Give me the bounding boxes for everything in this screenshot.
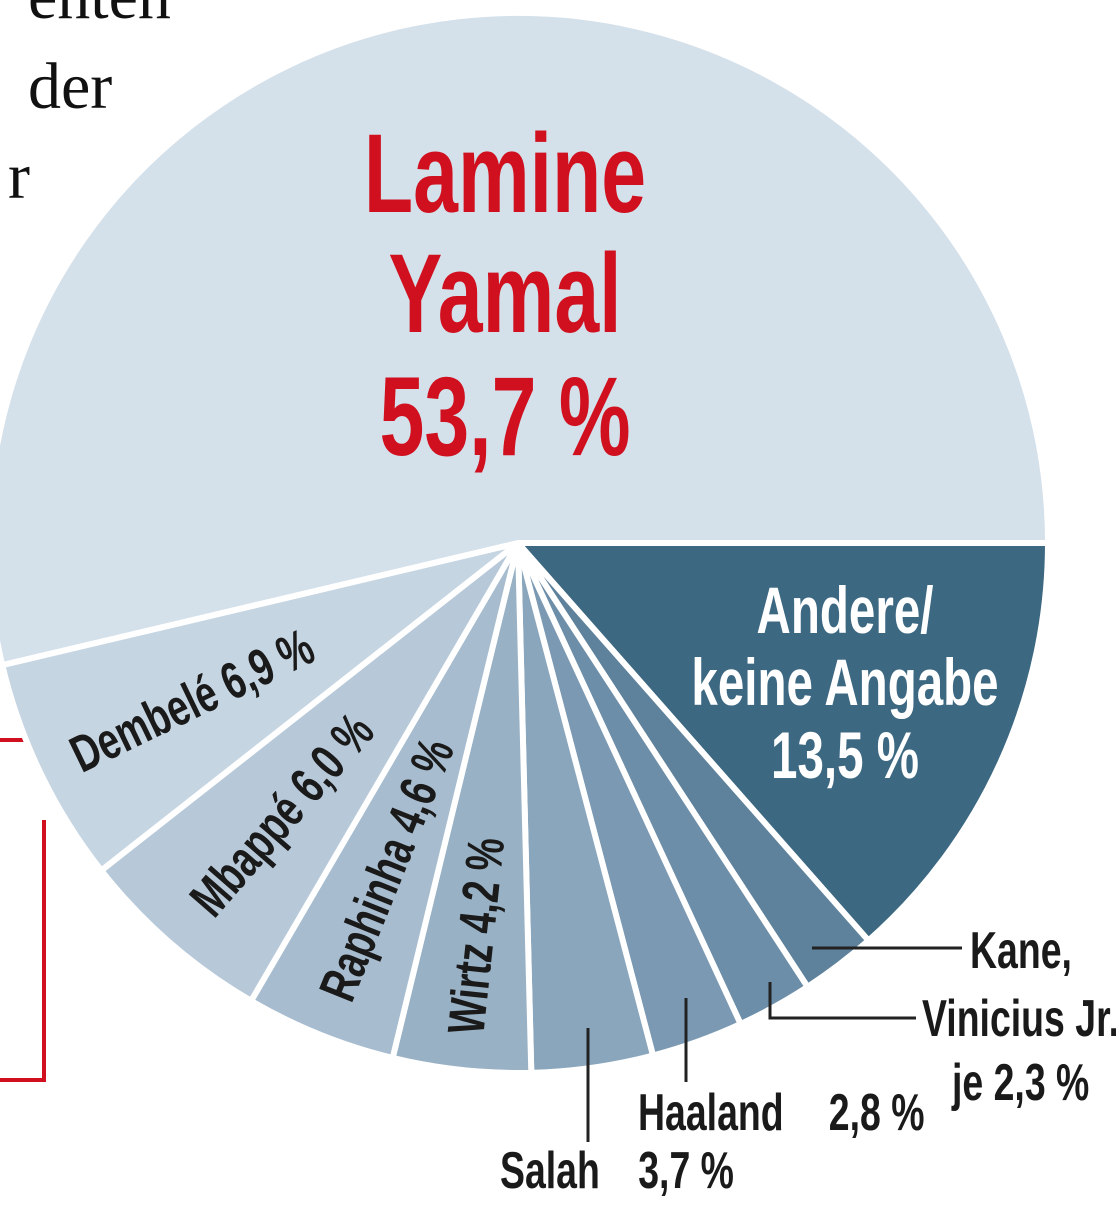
slice-label: Haaland [638, 1083, 784, 1142]
red-bracket [0, 738, 46, 1082]
slice-label: Vinicius Jr. [922, 989, 1116, 1048]
pie-slice [0, 540, 521, 874]
value-label: 3,7 % [638, 1141, 734, 1200]
pie-slice [515, 540, 1051, 944]
slice-label: Andere/keine Angabe [691, 574, 998, 719]
slice-label: Lamine Yamal [364, 111, 646, 356]
label-group: Wirtz 4,2 % [436, 835, 515, 1037]
category-label: Wirtz [436, 940, 504, 1037]
value-label: 13,5 % [771, 719, 919, 792]
slice-label: Wirtz 4,2 % [436, 835, 515, 1037]
value-label: 2,8 % [829, 1083, 925, 1142]
label-group: Vinicius Jr. [922, 989, 1116, 1048]
pie-slice [0, 10, 1051, 669]
label-group: Kane, [970, 921, 1072, 980]
article-text: der [28, 50, 112, 123]
value-label: 4,2 % [447, 835, 515, 936]
label-group: Salah 3,7 % [500, 1141, 734, 1200]
annotation: je 2,3 % [951, 1053, 1089, 1112]
slice-label: Kane, [970, 921, 1072, 980]
slice-label: Salah [500, 1141, 600, 1200]
label-group: Haaland 2,8 % [638, 1083, 925, 1142]
pie-slice [98, 540, 521, 1004]
leader-line [768, 982, 916, 1020]
value-label: 53,7 % [379, 354, 630, 479]
label-group: je 2,3 % [951, 1053, 1089, 1112]
article-text: r [8, 140, 30, 213]
article-text: enten [28, 0, 171, 33]
